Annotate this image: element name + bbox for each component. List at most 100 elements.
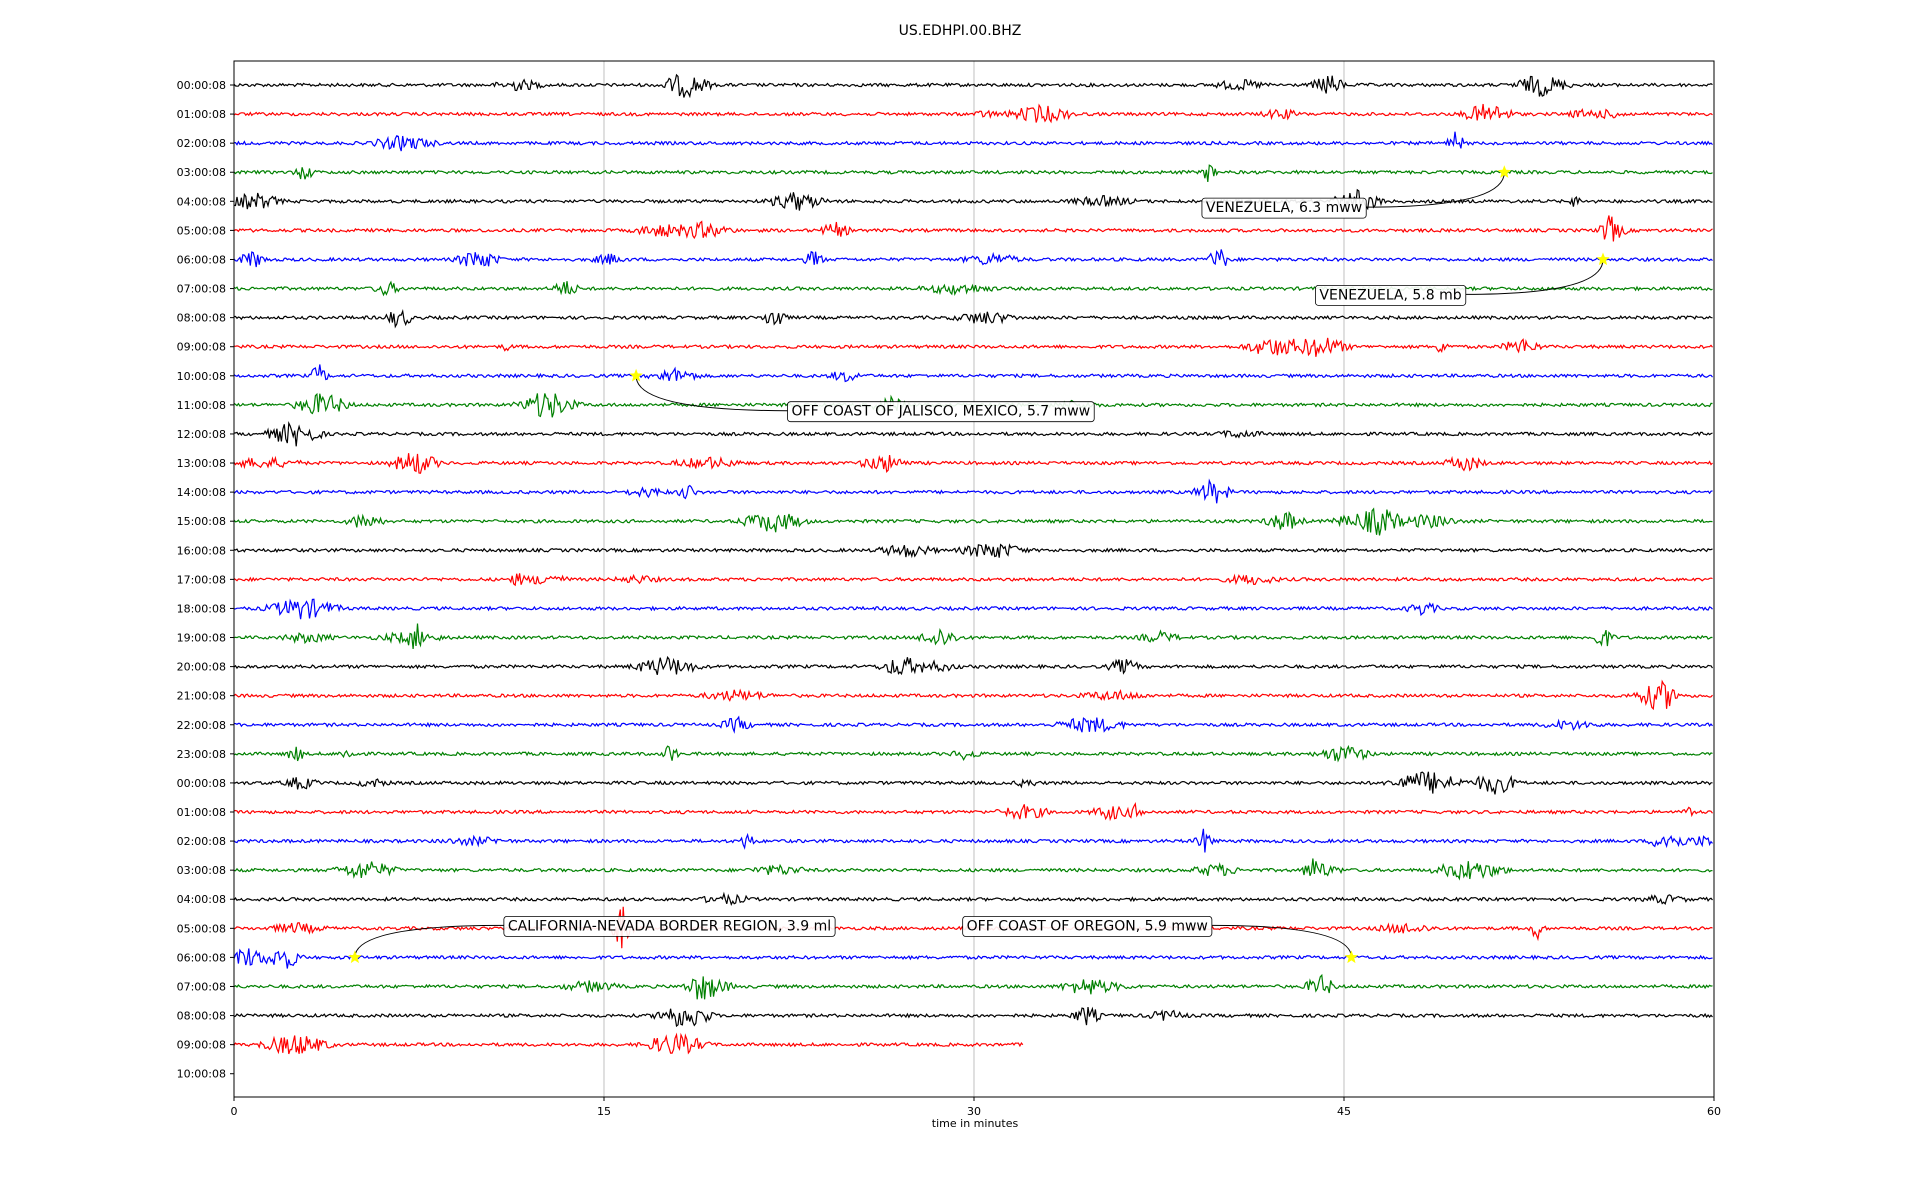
trace-row-5 (233, 215, 1713, 242)
trace-row-16 (233, 543, 1713, 559)
y-tick-label: 19:00:08 (177, 632, 226, 645)
y-tick-label: 01:00:08 (177, 108, 226, 121)
event-connector (1211, 924, 1352, 958)
y-tick-label: 10:00:08 (177, 1068, 226, 1081)
trace-row-22 (233, 715, 1713, 734)
event-annotation: CALIFORNIA-NEVADA BORDER REGION, 3.9 ml (348, 916, 836, 964)
y-tick-label: 17:00:08 (177, 573, 226, 586)
trace-row-31 (233, 973, 1713, 1000)
y-tick-label: 00:00:08 (177, 79, 226, 92)
seismic-traces (233, 73, 1714, 1055)
y-tick-label: 06:00:08 (177, 253, 226, 266)
trace-row-9 (233, 337, 1713, 357)
trace-row-6 (233, 249, 1713, 268)
y-tick-label: 23:00:08 (177, 748, 226, 761)
trace-row-12 (233, 420, 1713, 447)
x-tick-labels: 0 15 30 45 60 (231, 1097, 1721, 1118)
plot-frame (233, 60, 1715, 1098)
trace-row-27 (233, 858, 1713, 881)
event-star-marker (1344, 950, 1359, 964)
event-label-box (962, 916, 1213, 937)
y-tick-label: 03:00:08 (177, 166, 226, 179)
y-tick-label: 16:00:08 (177, 544, 226, 557)
y-tick-label: 02:00:08 (177, 835, 226, 848)
event-label-box (503, 916, 836, 937)
y-tick-label: 22:00:08 (177, 719, 226, 732)
y-tick-label: 12:00:08 (177, 428, 226, 441)
y-tick-label: 04:00:08 (177, 893, 226, 906)
y-tick-label: 10:00:08 (177, 370, 226, 383)
x-tick-label: 60 (1707, 1105, 1721, 1118)
event-label: VENEZUELA, 6.3 mww (1206, 200, 1362, 216)
trace-row-7 (233, 280, 1713, 297)
event-annotation: OFF COAST OF OREGON, 5.9 mww (962, 916, 1359, 964)
y-tick-label: 05:00:08 (177, 224, 226, 237)
y-tick-label: 00:00:08 (177, 777, 226, 790)
trace-row-17 (233, 573, 1713, 587)
y-tick-label: 05:00:08 (177, 922, 226, 935)
event-star-marker (1497, 165, 1511, 178)
trace-row-13 (233, 453, 1713, 474)
trace-row-10 (233, 364, 1713, 383)
event-label: CALIFORNIA-NEVADA BORDER REGION, 3.9 ml (508, 918, 831, 934)
event-annotation: OFF COAST OF JALISCO, MEXICO, 5.7 mww (629, 368, 1095, 423)
y-tick-label: 14:00:08 (177, 486, 226, 499)
trace-row-2 (233, 131, 1713, 152)
y-tick-label: 09:00:08 (177, 341, 226, 354)
trace-row-4 (233, 188, 1713, 211)
x-axis-label: time in minutes (932, 1117, 1019, 1130)
y-tick-label: 08:00:08 (177, 1010, 226, 1023)
event-label-box (1315, 284, 1467, 306)
event-annotation: VENEZUELA, 6.3 mww (1201, 165, 1511, 219)
event-connector (1366, 172, 1505, 208)
y-tick-label: 15:00:08 (177, 515, 226, 528)
trace-row-0 (233, 73, 1713, 99)
x-tick-label: 0 (231, 1105, 238, 1118)
y-tick-labels: 00:00:08 01:00:08 02:00:08 03:00:08 04:00:08… (177, 79, 234, 1081)
event-annotations: VENEZUELA, 6.3 mww VENEZUELA, 5.8 mb OFF C… (348, 165, 1610, 964)
event-annotation: VENEZUELA, 5.8 mb (1315, 252, 1610, 306)
x-tick-label: 30 (967, 1105, 981, 1118)
y-tick-label: 07:00:08 (177, 980, 226, 993)
trace-row-25 (233, 802, 1713, 822)
y-tick-label: 03:00:08 (177, 864, 226, 877)
trace-row-18 (233, 598, 1713, 620)
trace-row-26 (233, 828, 1713, 853)
y-tick-label: 13:00:08 (177, 457, 226, 470)
trace-row-23 (233, 744, 1713, 763)
trace-row-8 (234, 309, 1713, 329)
event-star-marker (629, 368, 643, 382)
trace-row-3 (233, 164, 1713, 182)
trace-row-24 (233, 771, 1713, 795)
event-connector (635, 375, 788, 412)
chart-title: US.EDHPI.00.BHZ (899, 23, 1022, 39)
y-tick-label: 08:00:08 (177, 312, 226, 325)
trace-row-21 (233, 679, 1713, 711)
y-tick-label: 07:00:08 (177, 283, 226, 296)
y-tick-label: 11:00:08 (177, 399, 226, 412)
x-tick-label: 45 (1337, 1105, 1351, 1118)
y-tick-label: 01:00:08 (177, 806, 226, 819)
event-connector (1465, 259, 1604, 295)
y-tick-label: 18:00:08 (177, 602, 226, 615)
trace-row-19 (233, 623, 1713, 649)
trace-row-20 (233, 655, 1714, 676)
event-label-box (787, 401, 1095, 423)
x-tick-label: 15 (597, 1105, 611, 1118)
event-label: OFF COAST OF OREGON, 5.9 mww (967, 918, 1208, 934)
trace-row-14 (233, 478, 1713, 504)
event-label: OFF COAST OF JALISCO, MEXICO, 5.7 mww (792, 404, 1091, 420)
trace-row-15 (233, 507, 1713, 536)
event-label-box (1201, 197, 1367, 219)
y-tick-label: 20:00:08 (177, 661, 226, 674)
y-tick-label: 04:00:08 (177, 195, 226, 208)
trace-row-30 (233, 948, 1713, 969)
trace-row-33 (233, 1032, 1024, 1055)
event-star-marker (348, 950, 362, 964)
event-label: VENEZUELA, 5.8 mb (1319, 287, 1461, 303)
event-connector (354, 924, 504, 958)
trace-row-28 (233, 891, 1713, 907)
y-tick-label: 09:00:08 (177, 1039, 226, 1052)
y-tick-label: 06:00:08 (177, 951, 226, 964)
